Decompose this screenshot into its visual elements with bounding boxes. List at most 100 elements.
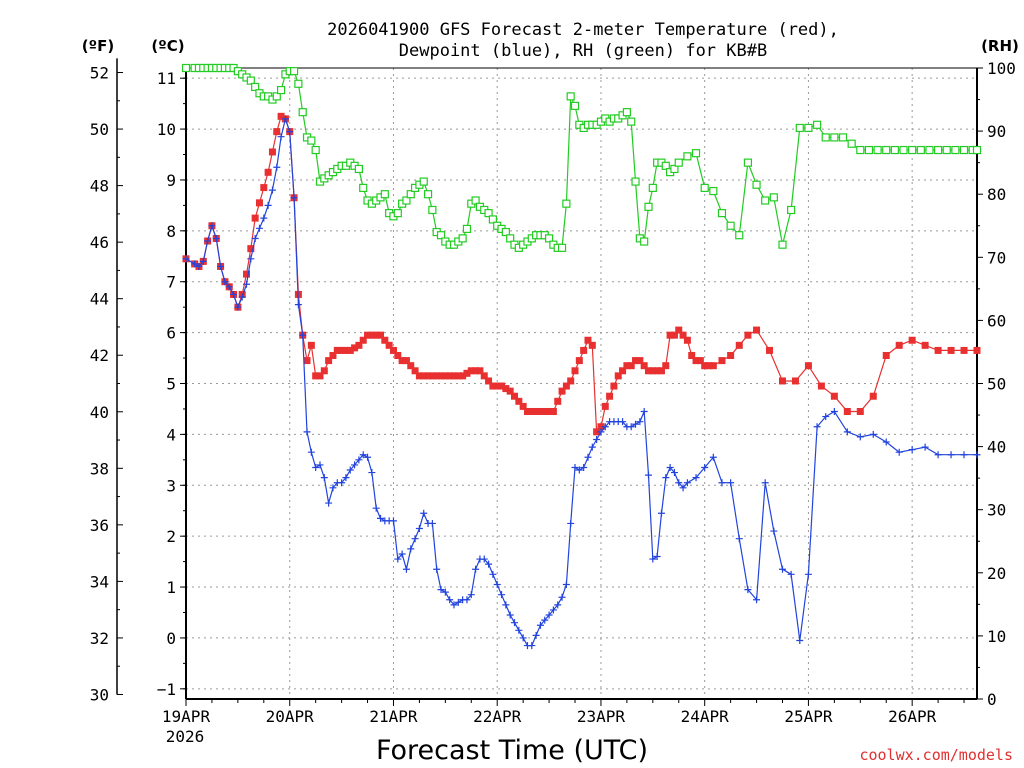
temperature-point: [614, 372, 622, 380]
temperature-point: [255, 199, 263, 207]
rh-point: [289, 67, 299, 76]
celsius-tick-label: 1: [166, 578, 176, 597]
temperature-point: [632, 357, 640, 365]
temperature-point: [584, 336, 592, 344]
rh-point: [622, 108, 631, 117]
dewpoint-point: [627, 423, 635, 431]
time-axis: 2026 19APR 20APR 21APR 22APR 23APR 24APR 25APR…: [162, 699, 965, 746]
temperature-point: [342, 346, 350, 354]
dewpoint-point: [204, 237, 212, 245]
temperature-point: [727, 352, 735, 360]
dewpoint-point: [329, 484, 337, 492]
rh-tick-label: 10: [987, 627, 1006, 646]
rh-point: [402, 196, 411, 205]
temperature-point: [575, 357, 583, 365]
dewpoint-point: [536, 621, 544, 629]
temperature-point: [320, 367, 328, 375]
temperature-point: [610, 382, 618, 390]
dewpoint-point: [869, 430, 877, 438]
dewpoint-point: [856, 433, 864, 441]
fahrenheit-tick-label: 46: [90, 233, 109, 252]
rh-point: [821, 133, 830, 142]
dewpoint-point: [286, 128, 294, 136]
dewpoint-point: [753, 596, 761, 604]
celsius-axis: −1 0 1 2 3 4 5 6 7 8 9 10 11: [157, 69, 186, 699]
temperature-point: [377, 331, 385, 339]
rh-point: [847, 139, 856, 148]
temperature-point: [662, 362, 670, 370]
dewpoint-point: [191, 260, 199, 268]
rh-point: [752, 180, 761, 189]
dewpoint-point: [895, 448, 903, 456]
temperature-point: [666, 331, 674, 339]
temperature-point: [268, 148, 276, 156]
dewpoint-point: [368, 469, 376, 477]
fahrenheit-axis: 30 32 34 36 38 40 42 44 46 48 50 52: [90, 58, 123, 704]
temperature-point: [420, 372, 428, 380]
dewpoint-point: [644, 471, 652, 479]
rh-tick-label: 100: [987, 59, 1016, 78]
rh-point: [544, 234, 554, 243]
rh-point: [735, 231, 744, 240]
dewpoint-point: [822, 413, 830, 421]
dewpoint-point: [221, 278, 229, 286]
temperature-point: [493, 382, 501, 390]
rh-point: [726, 221, 735, 230]
dewpoint-point: [973, 451, 981, 459]
temperature-point: [649, 367, 657, 375]
temperature-point: [558, 387, 566, 395]
dewpoint-point: [489, 570, 497, 578]
dewpoint-point: [303, 428, 311, 436]
temperature-point: [437, 372, 445, 380]
celsius-tick-label: −1: [157, 680, 176, 699]
rh-point: [908, 145, 917, 155]
celsius-tick-label: 2: [166, 527, 176, 546]
dewpoint-point: [415, 525, 423, 533]
dewpoint-point: [441, 588, 449, 596]
rh-point: [812, 120, 822, 129]
rh-point: [484, 209, 493, 218]
rh-point: [882, 145, 891, 155]
rh-point: [488, 215, 497, 224]
rh-point: [436, 231, 446, 240]
rh-point: [873, 145, 882, 155]
dewpoint-point: [830, 407, 838, 415]
temperature-point: [385, 341, 393, 349]
series-line: [186, 67, 977, 249]
temperature-point: [856, 407, 864, 415]
dewpoint-point: [528, 642, 536, 650]
temperature-point: [619, 367, 627, 375]
temperature-point: [424, 372, 432, 380]
temperature-point: [415, 372, 423, 380]
rh-point: [972, 145, 982, 155]
time-tick-label: 25APR: [784, 707, 833, 726]
temperature-point: [312, 372, 320, 380]
dewpoint-point: [290, 194, 298, 202]
dewpoint-point: [580, 463, 588, 471]
rh-point: [423, 190, 433, 199]
temperature-point: [394, 352, 402, 360]
rh-point: [181, 63, 191, 73]
dewpoint-point: [532, 631, 540, 639]
temperature-point: [536, 407, 544, 415]
temperature-point: [450, 372, 458, 380]
dewpoint-point: [243, 280, 251, 288]
dewpoint-point: [727, 479, 735, 487]
temperature-point: [882, 352, 890, 360]
fahrenheit-tick-label: 50: [90, 120, 109, 139]
fahrenheit-tick-label: 42: [90, 346, 109, 365]
dewpoint-point: [541, 616, 549, 624]
dewpoint-point: [433, 565, 441, 573]
temperature-point: [480, 372, 488, 380]
temperature-point: [519, 402, 527, 410]
temperature-point: [364, 331, 372, 339]
dewpoint-point: [778, 565, 786, 573]
series-dewpoint: [182, 115, 981, 650]
fahrenheit-tick-label: 32: [90, 629, 109, 648]
series-layer: [181, 63, 982, 650]
rh-point: [557, 243, 567, 252]
dewpoint-point: [316, 461, 324, 469]
dewpoint-point: [683, 479, 691, 487]
time-tick-label: 20APR: [266, 707, 315, 726]
temperature-point: [532, 407, 540, 415]
